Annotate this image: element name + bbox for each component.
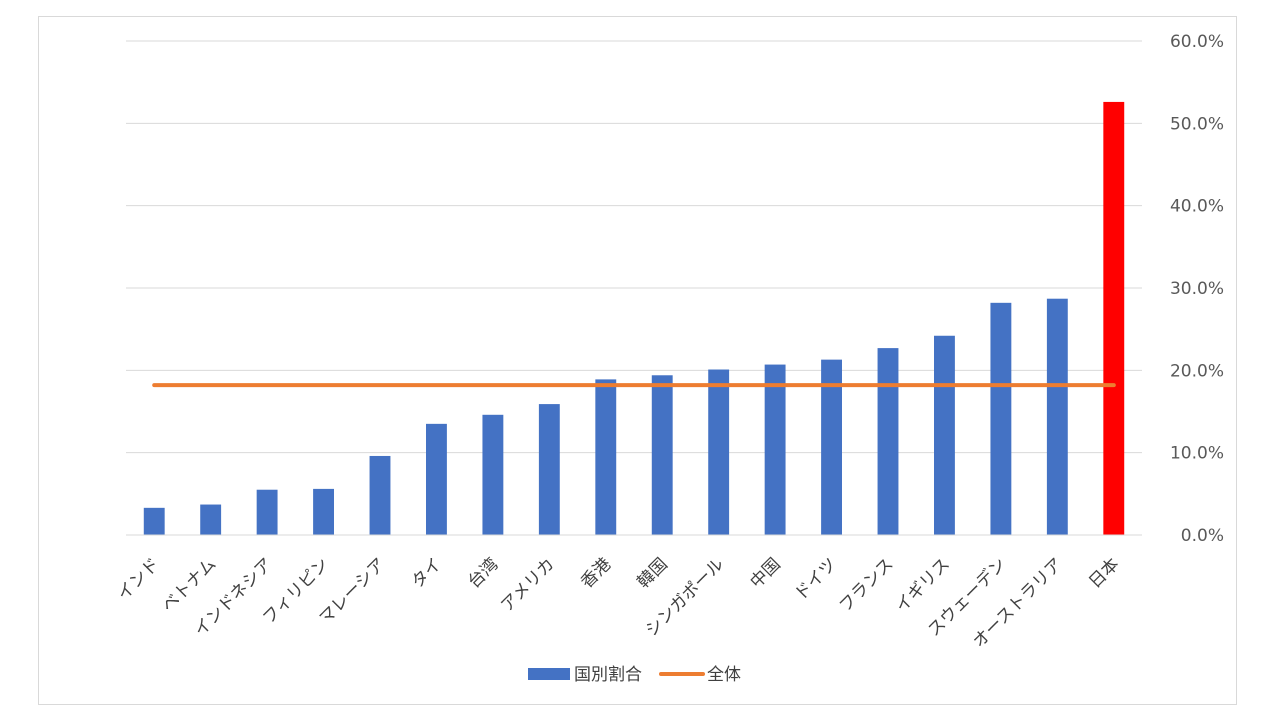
bar [990, 302, 1012, 535]
bar [313, 488, 334, 535]
bar [200, 504, 222, 535]
category-label: 中国 [746, 554, 784, 592]
bar [538, 404, 560, 535]
bar [256, 489, 278, 535]
bar [143, 507, 165, 535]
bar [482, 414, 504, 535]
bar [877, 348, 899, 535]
legend-label-bar: 国別割合 [574, 665, 642, 685]
category-label: インド [114, 554, 164, 604]
legend-swatch-bar [528, 668, 570, 680]
bar [651, 375, 673, 535]
y-tick-label: 50.0% [1170, 114, 1224, 134]
bar [764, 364, 786, 535]
chart-svg: 0.0%10.0%20.0%30.0%40.0%50.0%60.0%インドベトナ… [114, 32, 1224, 685]
category-label: 韓国 [634, 554, 672, 592]
bar [1046, 298, 1068, 535]
bar [595, 379, 617, 535]
category-label: アメリカ [497, 554, 559, 616]
y-tick-label: 60.0% [1170, 32, 1224, 52]
bar [1103, 101, 1125, 535]
y-tick-label: 30.0% [1170, 279, 1224, 299]
bar [708, 369, 730, 535]
category-label: ドイツ [791, 554, 841, 604]
category-label: 日本 [1085, 554, 1123, 592]
category-label: フランス [836, 554, 898, 616]
category-label: 香港 [577, 554, 615, 592]
category-label: タイ [408, 554, 446, 592]
y-tick-label: 0.0% [1181, 526, 1224, 546]
y-tick-label: 10.0% [1170, 444, 1224, 464]
bar [369, 455, 391, 535]
y-tick-label: 40.0% [1170, 197, 1224, 217]
y-tick-label: 20.0% [1170, 361, 1224, 381]
legend-label-line: 全体 [707, 665, 741, 685]
bar [426, 423, 447, 535]
category-label: 台湾 [464, 554, 502, 592]
bar [821, 359, 842, 535]
bar [934, 335, 955, 535]
chart-frame: 0.0% 10.0% 20.0% 30.0% 40.0% 50.0% 60.0% インド ベトナ… [38, 16, 1237, 705]
